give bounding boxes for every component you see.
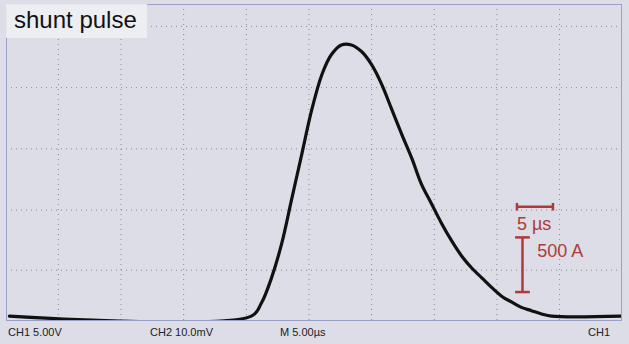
html-text:M 5.00µs: M 5.00µs xyxy=(280,326,326,338)
svg-text:500 A: 500 A xyxy=(537,241,583,261)
html-text:CH1: CH1 xyxy=(588,326,610,338)
html-text:CH1 5.00V: CH1 5.00V xyxy=(8,326,62,338)
html-text:shunt pulse: shunt pulse xyxy=(14,6,137,33)
html-text:CH2 10.0mV: CH2 10.0mV xyxy=(150,326,213,338)
svg-text:5 µs: 5 µs xyxy=(517,214,551,234)
